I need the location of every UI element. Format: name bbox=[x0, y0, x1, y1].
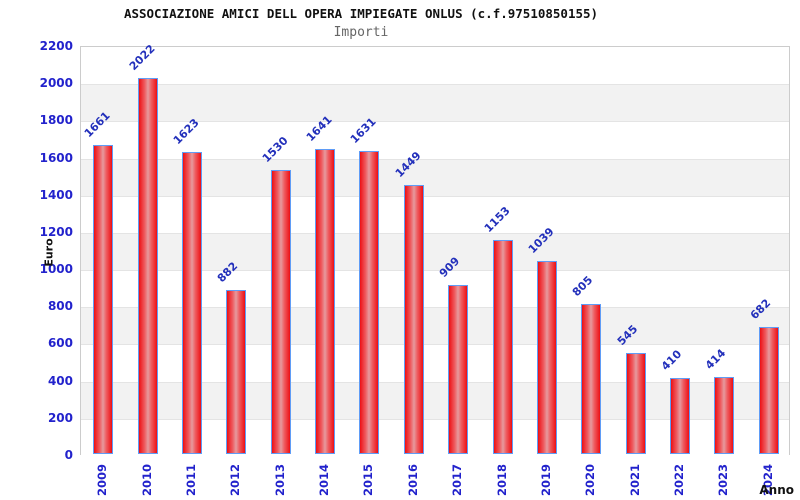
x-axis-title: Anno bbox=[759, 483, 794, 497]
grid-band bbox=[81, 84, 789, 122]
y-tick-label: 2200 bbox=[39, 39, 73, 53]
grid-line bbox=[81, 121, 789, 123]
bar-2012 bbox=[226, 290, 247, 454]
x-tick-label-2010: 2010 bbox=[139, 463, 154, 497]
bar-2014 bbox=[315, 148, 336, 454]
chart-subtitle: Importi bbox=[333, 25, 389, 40]
x-tick-label-2020: 2020 bbox=[583, 463, 598, 497]
grid-line bbox=[81, 418, 789, 420]
x-tick-label-2019: 2019 bbox=[538, 463, 553, 497]
y-tick-label: 1000 bbox=[39, 262, 73, 277]
grid-band bbox=[81, 47, 789, 85]
x-tick-label-2022: 2022 bbox=[672, 463, 687, 497]
y-tick-label: 1400 bbox=[39, 187, 73, 202]
x-tick-label-2023: 2023 bbox=[716, 463, 731, 497]
plot-area: 1661 2022 1623 882 1530 1641 1631 1449 909 1153 10… bbox=[80, 42, 790, 456]
bar-2020 bbox=[581, 304, 602, 454]
y-tick-label: 0 bbox=[64, 448, 73, 462]
x-tick-label-2021: 2021 bbox=[627, 463, 642, 497]
y-tick-label: 1200 bbox=[39, 224, 73, 239]
bar-2010 bbox=[137, 78, 158, 454]
bar-2017 bbox=[448, 285, 469, 454]
y-tick-label: 200 bbox=[47, 410, 73, 425]
y-tick-label: 1800 bbox=[39, 113, 73, 128]
y-tick-label: 1600 bbox=[39, 150, 73, 165]
x-tick-label-2013: 2013 bbox=[272, 463, 287, 497]
chart-header: ASSOCIAZIONE AMICI DELL OPERA IMPIEGATE … bbox=[0, 6, 722, 40]
y-tick-label: 400 bbox=[47, 373, 73, 388]
x-tick-label-2015: 2015 bbox=[361, 463, 376, 497]
bar-2011 bbox=[181, 152, 202, 454]
x-tick-label-2017: 2017 bbox=[450, 463, 465, 497]
bar-2016 bbox=[403, 184, 424, 454]
bar-2013 bbox=[270, 169, 291, 454]
grid-line bbox=[81, 381, 789, 383]
y-tick-label: 600 bbox=[47, 336, 73, 351]
bar-2015 bbox=[359, 150, 380, 454]
grid-line bbox=[81, 232, 789, 234]
bar-2009 bbox=[93, 145, 114, 454]
x-tick-label-2018: 2018 bbox=[494, 463, 509, 497]
x-tick-label-2016: 2016 bbox=[405, 463, 420, 497]
y-tick-label: 2000 bbox=[39, 76, 73, 91]
bar-2022 bbox=[670, 377, 691, 454]
bar-2018 bbox=[492, 239, 513, 454]
x-tick-label-2009: 2009 bbox=[95, 463, 110, 497]
x-tick-label-2012: 2012 bbox=[228, 463, 243, 497]
grid-line bbox=[81, 158, 789, 160]
y-axis-title: Euro bbox=[36, 237, 62, 267]
y-axis-title-text: Euro bbox=[42, 237, 56, 267]
grid-line bbox=[81, 195, 789, 197]
grid-line bbox=[81, 270, 789, 272]
x-tick-label-2011: 2011 bbox=[183, 463, 198, 497]
grid-line bbox=[81, 344, 789, 346]
chart-title: ASSOCIAZIONE AMICI DELL OPERA IMPIEGATE … bbox=[123, 6, 599, 21]
bar-2023 bbox=[714, 377, 735, 454]
y-tick-label: 800 bbox=[47, 299, 73, 314]
bar-2024 bbox=[758, 327, 779, 454]
grid-line bbox=[81, 84, 789, 86]
bar-2021 bbox=[625, 352, 646, 454]
grid-line bbox=[81, 307, 789, 309]
x-tick-label-2014: 2014 bbox=[317, 463, 332, 497]
bar-2019 bbox=[536, 260, 557, 454]
